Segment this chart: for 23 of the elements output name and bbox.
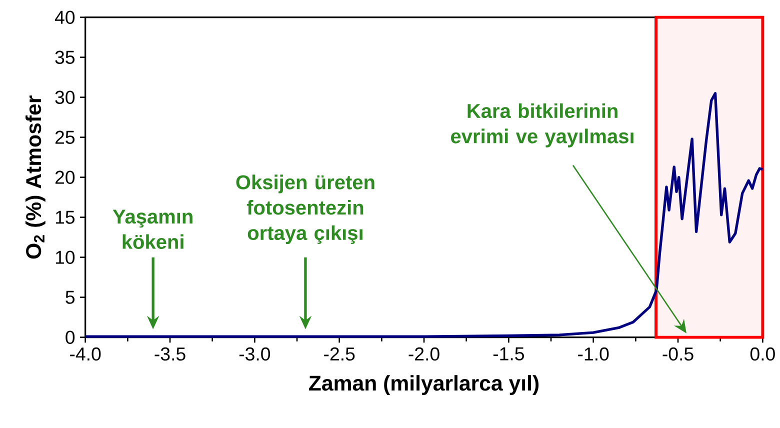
annotation: Yaşamın kökeni: [112, 210, 192, 249]
x-tick-label: -1.5: [493, 347, 524, 360]
x-tick-label: -3.0: [239, 347, 270, 361]
x-tick-label: -4.0: [70, 347, 101, 361]
y-tick-label: 40: [54, 10, 75, 24]
x-tick-label: -0.5: [662, 347, 694, 361]
x-tick-label: -3.5: [154, 347, 186, 361]
y-tick-label: 15: [56, 210, 75, 224]
y-tick-label: 5: [66, 290, 75, 304]
y-tick-label: 30: [55, 90, 75, 104]
x-tick-label: -2.5: [324, 347, 355, 361]
y-tick-label: 35: [55, 50, 75, 64]
annotation: Oksijen üreten fotosentezin ortaya çıkışı: [236, 174, 374, 244]
x-tick-label: 0.0: [750, 347, 775, 361]
y-axis-title: O$_{2}$ (%) Atmosfer: [25, 96, 46, 259]
annotation: Kara bitkilerinin evrimi ve yayılması: [451, 103, 634, 148]
y-tick-label: 25: [55, 130, 75, 144]
x-axis-title: Zaman (milyarlarca yıl): [309, 375, 539, 395]
x-tick-label: -1.0: [578, 347, 609, 361]
x-tick-label: -2.0: [408, 347, 440, 361]
y-tick-label: 0: [66, 330, 75, 344]
y-tick-label: 20: [55, 170, 75, 184]
y-tick-label: 10: [56, 250, 75, 264]
